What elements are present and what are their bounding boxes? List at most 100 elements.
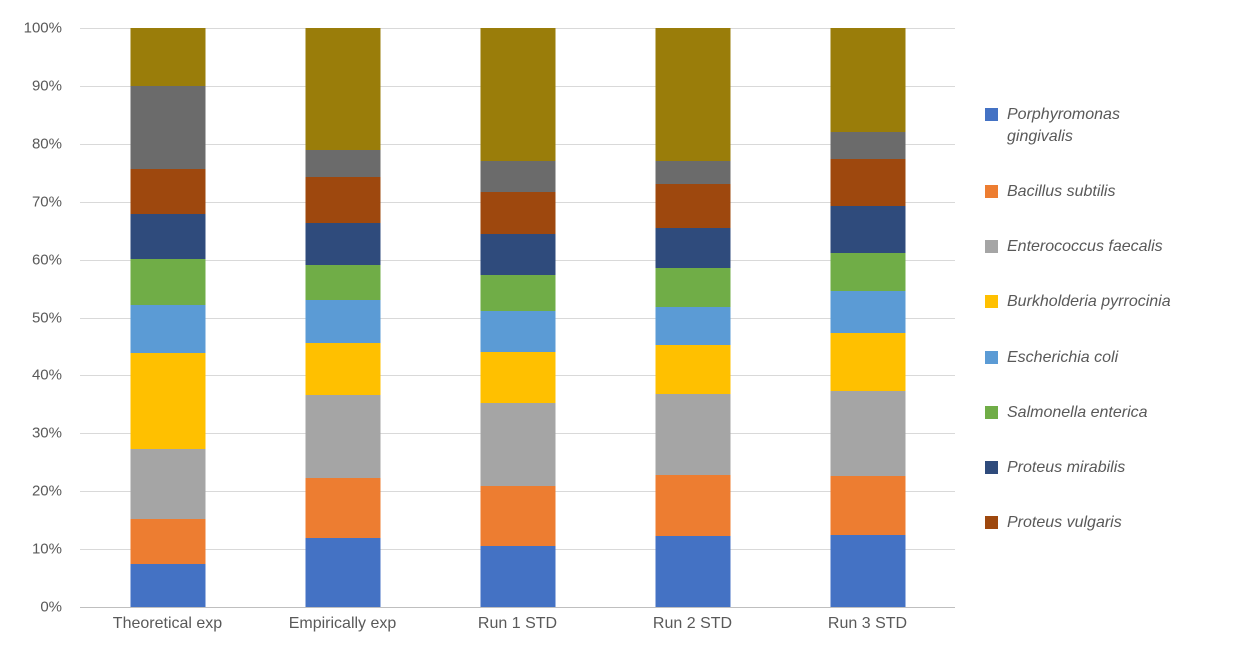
y-tick-label: 60% [31, 251, 62, 269]
y-tick-label: 10% [31, 540, 62, 558]
bar-segment [655, 393, 730, 476]
bar-empirically-exp [305, 28, 380, 607]
y-tick-label: 40% [31, 366, 62, 384]
bar-segment [305, 343, 380, 396]
y-tick-label: 0% [40, 598, 62, 616]
bar-segment [655, 536, 730, 607]
bar-segment [480, 160, 555, 192]
legend-swatch-icon [985, 184, 998, 198]
bar-segment [130, 168, 205, 215]
y-tick-label: 30% [31, 424, 62, 442]
bar-slot [80, 28, 255, 607]
bar-theoretical-exp [130, 28, 205, 607]
bar-segment [655, 307, 730, 346]
x-tick-label: Run 2 STD [652, 615, 733, 632]
legend-swatch-icon [985, 405, 998, 419]
bar-segment [305, 177, 380, 224]
bar-segment [830, 252, 905, 291]
legend-entry: Porphyromonas gingivalis [985, 104, 1237, 147]
legend-swatch-icon [985, 295, 998, 309]
bar-segment [305, 395, 380, 479]
bar-segment [305, 28, 380, 150]
bar-slot [430, 28, 605, 607]
x-tick-label: Empirically exp [288, 615, 397, 632]
x-tick-label: Theoretical exp [112, 615, 223, 632]
bar-segment [305, 537, 380, 607]
legend-label: Burkholderia pyrrocinia [1007, 293, 1171, 311]
bar-slot [605, 28, 780, 607]
bar-segment [305, 223, 380, 266]
bar-segment [480, 234, 555, 275]
legend-entry: Escherichia coli [985, 347, 1237, 369]
bar-segment [130, 448, 205, 519]
bar-segment [655, 184, 730, 229]
bar-segment [130, 305, 205, 353]
bar-segment [130, 563, 205, 607]
bar-segment [130, 28, 205, 86]
bar-segment [655, 475, 730, 537]
bar-slot [255, 28, 430, 607]
legend-label: Porphyromonas gingivalis [1007, 106, 1120, 145]
bar-segment [480, 486, 555, 546]
y-tick-label: 70% [31, 193, 62, 211]
bar-segment [130, 519, 205, 564]
y-tick-label: 20% [31, 482, 62, 500]
bar-run-1-std [480, 28, 555, 607]
y-tick-label: 50% [31, 309, 62, 327]
y-tick-label: 90% [31, 77, 62, 95]
legend-entry: Salmonella enterica [985, 402, 1237, 424]
legend-label: Escherichia coli [1007, 348, 1119, 366]
legend-label: Proteus mirabilis [1007, 459, 1126, 477]
bar-segment [830, 535, 905, 607]
legend-label: Bacillus subtilis [1007, 182, 1116, 200]
bar-segment [830, 206, 905, 253]
legend-swatch-icon [985, 461, 998, 475]
legend-entry: Burkholderia pyrrocinia [985, 291, 1237, 313]
bar-segment [830, 28, 905, 133]
bar-segment [480, 191, 555, 235]
bar-segment [830, 290, 905, 333]
bar-segment [480, 403, 555, 487]
bars-layer [80, 28, 955, 607]
plot-area [80, 28, 955, 608]
bar-segment [480, 274, 555, 311]
x-axis: Theoretical exp Empirically exp Run 1 STD R… [80, 615, 955, 633]
legend-entry: Proteus mirabilis [985, 457, 1237, 479]
bar-segment [130, 259, 205, 306]
bar-segment [830, 132, 905, 159]
y-tick-label: 100% [23, 19, 62, 37]
bar-run-3-std [830, 28, 905, 607]
bar-segment [480, 310, 555, 353]
legend-entry: Bacillus subtilis [985, 181, 1237, 203]
bar-segment [130, 85, 205, 169]
bar-segment [655, 228, 730, 268]
bar-segment [655, 161, 730, 185]
bar-segment [655, 267, 730, 308]
bar-segment [480, 545, 555, 607]
legend-label: Salmonella enterica [1007, 403, 1148, 421]
bar-segment [480, 28, 555, 161]
legend-entry: Proteus vulgaris [985, 512, 1237, 534]
bar-segment [305, 149, 380, 178]
bar-run-2-std [655, 28, 730, 607]
legend-label: Enterococcus faecalis [1007, 238, 1163, 256]
x-tick-label: Run 1 STD [477, 615, 558, 632]
bar-slot [780, 28, 955, 607]
y-tick-label: 80% [31, 135, 62, 153]
bar-segment [130, 352, 205, 449]
x-tick-label: Run 3 STD [827, 615, 908, 632]
bar-segment [830, 158, 905, 207]
legend-swatch-icon [985, 108, 998, 121]
bar-segment [830, 475, 905, 536]
legend-swatch-icon [985, 240, 998, 254]
bar-segment [305, 300, 380, 343]
x-axis-line [80, 607, 955, 608]
bar-segment [305, 478, 380, 538]
bar-segment [655, 28, 730, 162]
legend-swatch-icon [985, 516, 998, 530]
bar-segment [830, 332, 905, 392]
bar-segment [305, 265, 380, 301]
legend-swatch-icon [985, 350, 998, 364]
bar-segment [830, 391, 905, 476]
bar-segment [655, 345, 730, 394]
